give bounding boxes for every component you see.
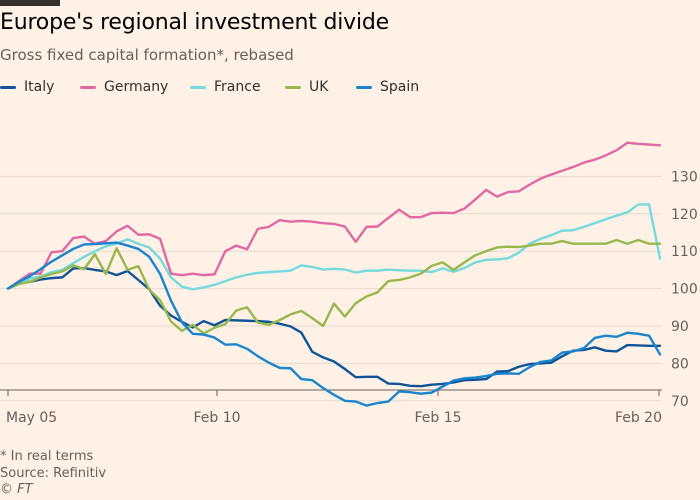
credit-note: © FT (0, 482, 33, 497)
series-line-spain (6, 241, 662, 407)
legend-swatch-italy (0, 85, 16, 89)
legend-swatch-france (190, 85, 206, 89)
x-tick-label-1: Feb 10 (193, 410, 240, 426)
x-tick-label-0: May 05 (6, 410, 57, 426)
legend-item-germany: Germany (80, 78, 168, 96)
legend-label-spain: Spain (380, 79, 420, 95)
chart-subtitle: Gross fixed capital formation*, rebased (0, 46, 294, 64)
y-tick-label-120: 120 (671, 207, 698, 223)
y-tick-label-70: 70 (671, 394, 689, 410)
y-tick-label-80: 80 (671, 356, 689, 372)
series-line-france (6, 203, 662, 291)
series-line-italy (6, 266, 662, 388)
legend-item-france: France (190, 78, 261, 96)
y-tick-label-90: 90 (671, 319, 689, 335)
legend-item-uk: UK (285, 78, 328, 96)
legend-swatch-germany (80, 85, 96, 89)
series-line-germany (6, 141, 662, 290)
legend-item-italy: Italy (0, 78, 54, 96)
legend-label-germany: Germany (104, 79, 169, 95)
x-tick-label-2: Feb 15 (414, 410, 461, 426)
y-tick-label-110: 110 (671, 244, 698, 260)
legend-label-france: France (214, 79, 261, 95)
chart-title: Europe's regional investment divide (0, 10, 389, 35)
y-tick-label-100: 100 (671, 282, 698, 298)
y-tick-label-130: 130 (671, 169, 698, 185)
legend-swatch-spain (356, 85, 372, 89)
legend-swatch-uk (285, 85, 301, 89)
source-note: Source: Refinitiv (0, 466, 107, 481)
chart-legend: Italy Germany France UK Spain (0, 78, 520, 96)
legend-label-uk: UK (309, 79, 329, 95)
footnote: * In real terms (0, 449, 94, 464)
x-tick-label-3: Feb 20 (615, 410, 662, 426)
legend-label-italy: Italy (24, 79, 55, 95)
brand-top-bar (0, 0, 60, 6)
series-line-uk (6, 238, 662, 335)
legend-item-spain: Spain (356, 78, 419, 96)
